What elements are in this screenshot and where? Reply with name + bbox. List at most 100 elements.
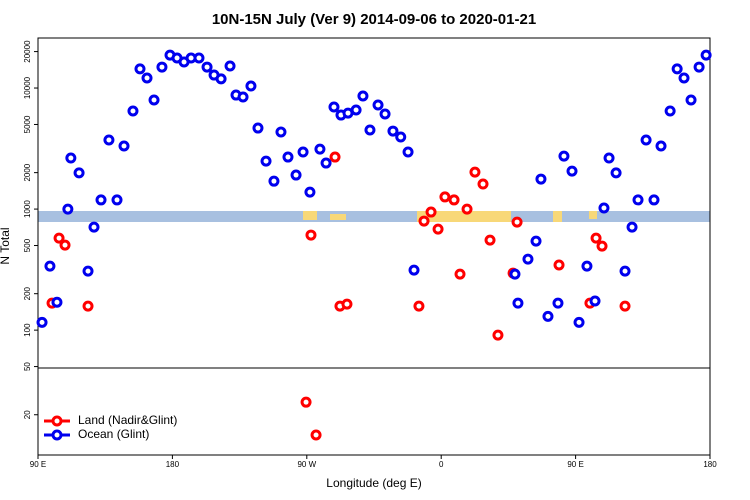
- point: [509, 268, 521, 280]
- point: [655, 140, 667, 152]
- point: [62, 203, 74, 215]
- legend-marker: [51, 415, 63, 427]
- point: [512, 297, 524, 309]
- point: [439, 191, 451, 203]
- point: [36, 316, 48, 328]
- point: [245, 80, 257, 92]
- point: [477, 178, 489, 190]
- point: [297, 146, 309, 158]
- point: [329, 151, 341, 163]
- point: [530, 235, 542, 247]
- point: [596, 240, 608, 252]
- point: [685, 94, 697, 106]
- point: [413, 300, 425, 312]
- point: [341, 298, 353, 310]
- point: [275, 126, 287, 138]
- x-tick-label: 90 E: [567, 460, 583, 469]
- point: [461, 203, 473, 215]
- x-tick-label: 180: [703, 460, 717, 469]
- point: [425, 206, 437, 218]
- x-tick-label: 180: [166, 460, 180, 469]
- point: [193, 52, 205, 64]
- y-axis-label: N Total: [0, 227, 12, 264]
- point: [310, 429, 322, 441]
- point: [215, 73, 227, 85]
- point: [664, 105, 676, 117]
- point: [73, 167, 85, 179]
- point: [671, 63, 683, 75]
- plot-frame: [37, 37, 711, 456]
- point: [320, 157, 332, 169]
- y-tick-label: 20: [23, 410, 32, 419]
- y-tick-label: 50: [23, 362, 32, 371]
- point: [678, 72, 690, 84]
- point: [51, 296, 63, 308]
- legend-label: Land (Nadir&Glint): [78, 413, 177, 427]
- point: [82, 265, 94, 277]
- point: [88, 221, 100, 233]
- point: [395, 131, 407, 143]
- point: [372, 99, 384, 111]
- point: [65, 152, 77, 164]
- point: [454, 268, 466, 280]
- point: [469, 166, 481, 178]
- point: [300, 396, 312, 408]
- chart-title: 10N-15N July (Ver 9) 2014-09-06 to 2020-…: [212, 11, 536, 28]
- point: [632, 194, 644, 206]
- x-tick-label: 90 E: [30, 460, 46, 469]
- point: [59, 239, 71, 251]
- point: [103, 134, 115, 146]
- point: [581, 260, 593, 272]
- point: [82, 300, 94, 312]
- point: [535, 173, 547, 185]
- point: [573, 316, 585, 328]
- point: [305, 229, 317, 241]
- land-patch: [589, 211, 597, 219]
- point: [408, 264, 420, 276]
- point: [626, 221, 638, 233]
- point: [156, 61, 168, 73]
- series: [46, 151, 631, 441]
- point: [522, 253, 534, 265]
- point: [290, 169, 302, 181]
- point: [111, 194, 123, 206]
- point: [350, 104, 362, 116]
- x-tick-label: 90 W: [297, 460, 316, 469]
- point: [640, 134, 652, 146]
- point: [700, 49, 712, 61]
- y-tick-label: 20000: [23, 40, 32, 63]
- point: [402, 146, 414, 158]
- point: [552, 297, 564, 309]
- point: [598, 202, 610, 214]
- point: [619, 265, 631, 277]
- point: [566, 165, 578, 177]
- point: [328, 101, 340, 113]
- y-tick-label: 100: [23, 323, 32, 337]
- legend-marker: [51, 429, 63, 441]
- point: [379, 108, 391, 120]
- point: [224, 60, 236, 72]
- land-patch: [303, 211, 317, 220]
- point: [432, 223, 444, 235]
- point: [237, 91, 249, 103]
- point: [357, 90, 369, 102]
- point: [511, 216, 523, 228]
- point: [118, 140, 130, 152]
- point: [53, 232, 65, 244]
- y-tick-label: 5000: [23, 115, 32, 133]
- point: [590, 232, 602, 244]
- point: [542, 310, 554, 322]
- point: [252, 122, 264, 134]
- x-axis-label: Longitude (deg E): [326, 476, 421, 490]
- land-patch: [330, 214, 346, 220]
- y-tick-label: 2000: [23, 163, 32, 181]
- point: [387, 125, 399, 137]
- point: [418, 215, 430, 227]
- point: [558, 150, 570, 162]
- point: [610, 167, 622, 179]
- point: [304, 186, 316, 198]
- surface-band: [38, 211, 710, 222]
- point: [693, 61, 705, 73]
- y-tick-label: 10000: [23, 76, 32, 99]
- land-patch: [417, 211, 511, 222]
